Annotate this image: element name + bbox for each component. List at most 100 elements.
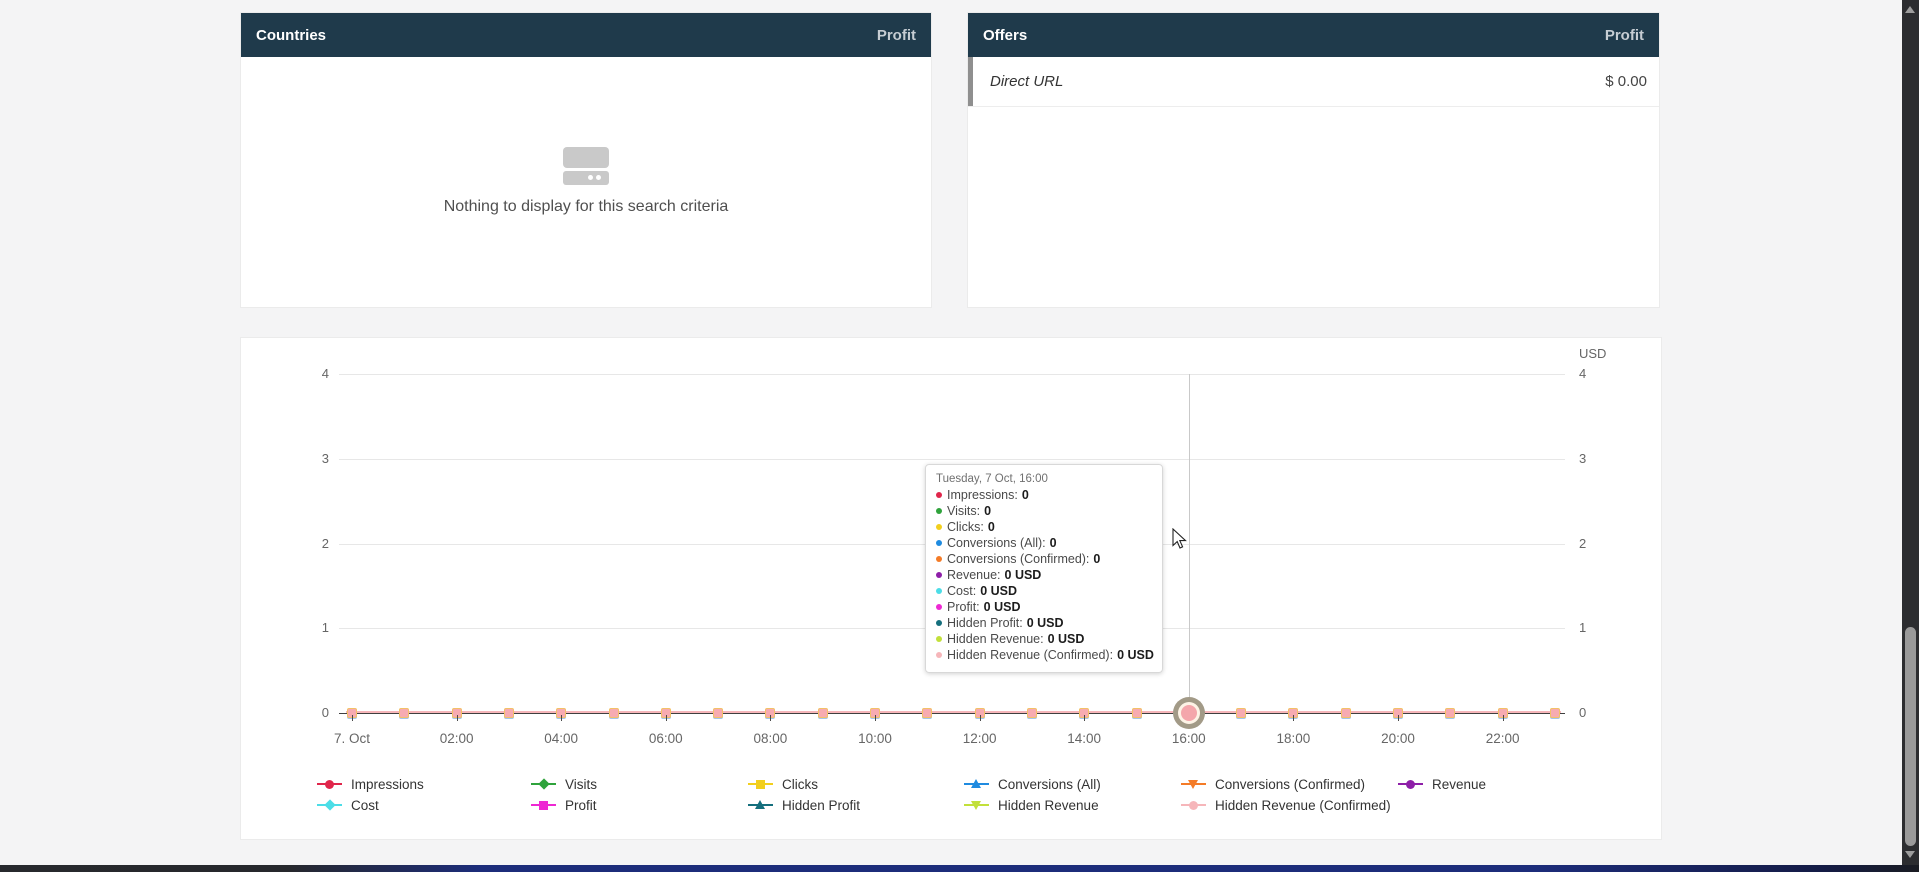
legend-triangle-down-marker-icon: [1181, 775, 1206, 793]
vertical-scrollbar-track[interactable]: [1902, 0, 1919, 865]
tooltip-series-dot-icon: [936, 620, 942, 626]
tooltip-series-row: Hidden Revenue: 0 USD: [936, 631, 1152, 647]
chart-gridline: [339, 374, 1565, 375]
legend-item-label: Hidden Profit: [782, 797, 861, 813]
x-axis-line: [339, 713, 1565, 714]
tooltip-series-dot-icon: [936, 556, 942, 562]
countries-empty-state: Nothing to display for this search crite…: [241, 57, 931, 307]
legend-item-label: Profit: [565, 797, 597, 813]
legend-item-hidden-revenue[interactable]: Hidden Revenue: [964, 796, 1099, 814]
hovered-data-point[interactable]: [1172, 697, 1205, 729]
legend-item-label: Visits: [565, 776, 598, 792]
legend-item-label: Clicks: [782, 776, 818, 792]
legend-item-hidden-revenue-confirmed[interactable]: Hidden Revenue (Confirmed): [1181, 796, 1391, 814]
x-axis-tick: [665, 715, 667, 721]
offer-row-direct-url[interactable]: Direct URL $ 0.00: [968, 57, 1659, 107]
data-point-marker[interactable]: [1549, 708, 1560, 718]
hover-crosshair-line: [1188, 374, 1190, 700]
legend-item-label: Impressions: [351, 776, 424, 792]
x-axis-label: 22:00: [1485, 731, 1520, 746]
tooltip-series-dot-icon: [936, 604, 942, 610]
x-axis-label: 14:00: [1067, 731, 1102, 746]
legend-item-profit[interactable]: Profit: [531, 796, 597, 814]
offers-panel-title: Offers: [983, 26, 1028, 44]
data-point-marker[interactable]: [608, 708, 619, 718]
legend-square-marker-icon: [748, 775, 773, 793]
tooltip-series-row: Hidden Profit: 0 USD: [936, 615, 1152, 631]
x-axis-tick: [1293, 715, 1295, 721]
legend-diamond-marker-icon: [317, 796, 342, 814]
countries-panel: Countries Profit Nothing to display for …: [240, 12, 932, 308]
tooltip-series-dot-icon: [936, 588, 942, 594]
x-axis-tick: [1502, 715, 1504, 721]
legend-circle-marker-icon: [1181, 796, 1206, 814]
legend-item-label: Hidden Revenue: [998, 797, 1099, 813]
data-point-marker[interactable]: [1131, 708, 1142, 718]
y-axis-label-right: 0: [1579, 705, 1587, 720]
x-axis-label: 20:00: [1381, 731, 1415, 746]
x-axis-tick: [561, 715, 563, 721]
tooltip-title: Tuesday, 7 Oct, 16:00: [936, 473, 1048, 485]
legend-triangle-up-marker-icon: [748, 796, 773, 814]
offers-metric-label[interactable]: Profit: [1604, 26, 1644, 44]
data-point-marker[interactable]: [399, 708, 410, 718]
tooltip-series-row: Clicks: 0: [936, 519, 1152, 535]
data-point-marker[interactable]: [922, 708, 933, 718]
y-axis-label-left: 2: [321, 535, 329, 551]
x-axis-tick: [979, 715, 981, 721]
scrollbar-down-arrow-icon[interactable]: [1905, 851, 1915, 858]
y-axis-label-left: 3: [321, 450, 329, 466]
data-point-marker[interactable]: [713, 708, 724, 718]
tooltip-series-row: Conversions (Confirmed): 0: [936, 551, 1152, 567]
offers-panel: Offers Profit Direct URL $ 0.00: [967, 12, 1660, 308]
chart-plot-area[interactable]: 0 0 1 1 2 2 3 3 4 4 USD 7. Oct 02:00 04:00 06:00 08:00 1…: [241, 338, 1661, 839]
legend-item-hidden-profit[interactable]: Hidden Profit: [748, 796, 860, 814]
legend-triangle-up-marker-icon: [964, 775, 989, 793]
offer-name: Direct URL: [990, 73, 1064, 90]
y-axis-label-right: 3: [1579, 450, 1587, 466]
tooltip-series-row: Hidden Revenue (Confirmed): 0 USD: [936, 647, 1154, 663]
legend-item-conversions-confirmed[interactable]: Conversions (Confirmed): [1181, 775, 1365, 793]
legend-item-clicks[interactable]: Clicks: [748, 775, 818, 793]
legend-item-conversions-all[interactable]: Conversions (All): [964, 775, 1101, 793]
legend-square-marker-icon: [531, 796, 556, 814]
mouse-cursor-icon: [1172, 528, 1187, 549]
tooltip-series-dot-icon: [936, 524, 942, 530]
tooltip-series-dot-icon: [936, 508, 942, 514]
data-point-marker[interactable]: [1026, 708, 1037, 718]
tooltip-series-dot-icon: [936, 492, 942, 498]
offer-profit-value: $ 0.00: [1605, 73, 1647, 90]
tooltip-series-row: Impressions: 0: [936, 487, 1152, 503]
y-axis-label-right: 4: [1579, 366, 1587, 381]
legend-item-revenue[interactable]: Revenue: [1398, 775, 1486, 793]
data-point-marker[interactable]: [1445, 708, 1456, 718]
tooltip-series-row: Cost: 0 USD: [936, 583, 1152, 599]
data-point-marker[interactable]: [503, 708, 514, 718]
data-point-marker[interactable]: [1236, 708, 1247, 718]
x-axis-label: 06:00: [648, 731, 683, 746]
y-axis-label-left: 1: [321, 620, 329, 636]
scrollbar-up-arrow-icon[interactable]: [1905, 6, 1915, 13]
y-axis-label-right: 1: [1579, 620, 1587, 636]
legend-item-label: Revenue: [1432, 776, 1487, 792]
empty-data-icon: [563, 147, 609, 185]
x-axis-label: 08:00: [753, 731, 788, 746]
x-axis-label: 02:00: [439, 731, 474, 746]
y-axis-unit-label: USD: [1579, 346, 1607, 361]
data-point-marker[interactable]: [817, 708, 828, 718]
legend-item-cost[interactable]: Cost: [317, 796, 379, 814]
x-axis-label: 10:00: [858, 731, 892, 746]
vertical-scrollbar-thumb[interactable]: [1905, 627, 1916, 846]
countries-panel-header: Countries Profit: [241, 13, 931, 57]
empty-state-message: Nothing to display for this search crite…: [443, 198, 729, 215]
countries-metric-label[interactable]: Profit: [876, 26, 916, 44]
bottom-edge-bar: [0, 865, 1919, 872]
data-point-marker[interactable]: [1340, 708, 1351, 718]
legend-item-impressions[interactable]: Impressions: [317, 775, 424, 793]
legend-item-visits[interactable]: Visits: [531, 775, 597, 793]
tooltip-series-row: Visits: 0: [936, 503, 1152, 519]
x-axis-label: 04:00: [544, 731, 579, 746]
y-axis-label-left: 4: [321, 366, 329, 381]
x-axis-tick: [1084, 715, 1086, 721]
